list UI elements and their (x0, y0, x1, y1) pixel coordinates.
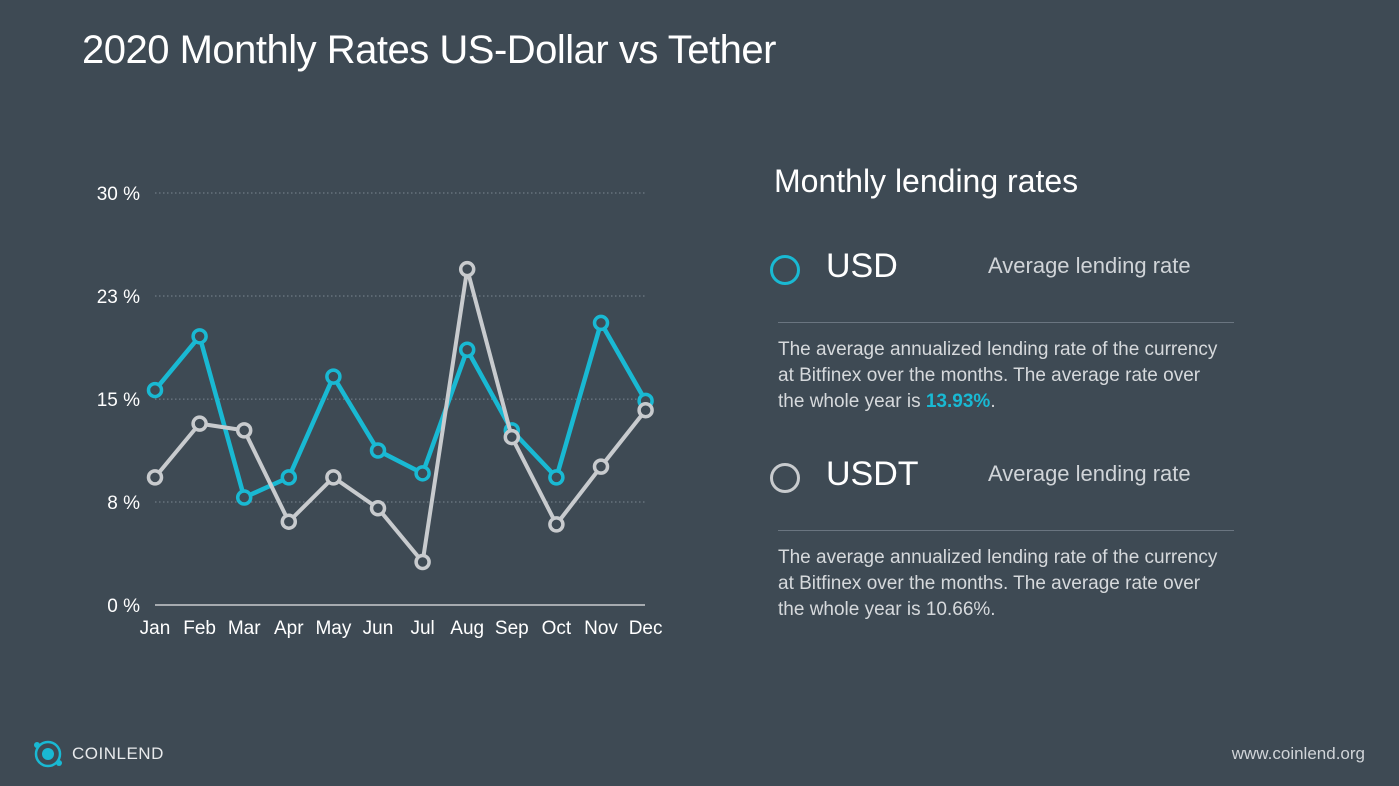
line-chart: 0 % 8 % 15 % 23 % 30 % Jan Feb Mar Apr May Jun Jul A… (97, 184, 663, 639)
data-point-usd (414, 465, 431, 482)
y-tick-label: 0 % (107, 596, 140, 617)
data-point-usdt (414, 553, 431, 571)
usdt-description: The average annualized lending rate of t… (778, 547, 1218, 620)
x-tick-label: Apr (274, 618, 304, 639)
data-point-usd (325, 368, 342, 385)
data-point-usd (280, 469, 298, 486)
x-tick-label: Dec (629, 618, 663, 639)
legend-usdt: USDT Average lending rate (770, 455, 1240, 513)
usd-label: USD (826, 247, 898, 285)
legend-usd: USD Average lending rate (770, 247, 1240, 305)
x-tick-label: Jan (140, 618, 171, 639)
x-tick-label: Jul (410, 618, 434, 639)
brand-name: COINLEND (72, 744, 164, 763)
data-point-usd (458, 341, 476, 359)
usdt-subtitle: Average lending rate (988, 461, 1191, 486)
data-point-usdt (235, 422, 253, 439)
data-point-usdt (592, 458, 610, 475)
data-point-usd (592, 314, 610, 332)
x-tick-label: Mar (228, 618, 261, 639)
data-point-usdt (548, 516, 565, 533)
website-link[interactable]: www.coinlend.org (1231, 744, 1365, 763)
usd-subtitle: Average lending rate (988, 253, 1191, 278)
data-point-usdt (280, 513, 298, 530)
usd-average-value: 13.93% (925, 391, 991, 412)
x-tick-label: Aug (450, 618, 484, 639)
y-tick-label: 30 % (97, 184, 140, 205)
data-point-usdt (637, 401, 654, 419)
usdt-divider (778, 530, 1234, 531)
data-point-usdt (503, 428, 521, 446)
data-point-usdt (369, 500, 387, 517)
x-tick-label: Jun (363, 618, 394, 639)
data-point-usdt (458, 260, 476, 278)
data-point-usd (146, 381, 164, 399)
data-point-usd (369, 442, 387, 459)
data-point-usdt (146, 469, 164, 486)
data-point-usd (235, 489, 253, 506)
coinlend-logo-icon (34, 740, 62, 768)
data-point-usdt (191, 415, 208, 432)
usd-desc-suffix: . (990, 391, 996, 412)
x-tick-label: Oct (542, 618, 572, 639)
usd-divider (778, 322, 1234, 323)
x-tick-label: Nov (584, 618, 618, 639)
data-point-usd (548, 469, 565, 486)
usdt-circle-icon (770, 463, 800, 493)
y-tick-label: 8 % (107, 493, 140, 514)
y-tick-label: 23 % (97, 287, 140, 308)
y-tick-label: 15 % (97, 390, 140, 411)
data-point-usdt (325, 469, 342, 486)
x-tick-label: Feb (183, 618, 216, 639)
usdt-label: USDT (826, 455, 919, 493)
usd-desc-text: The average annualized lending rate of t… (778, 339, 1218, 412)
series-line-usd (152, 320, 648, 500)
usd-description: The average annualized lending rate of t… (778, 337, 1228, 415)
chart-title: 2020 Monthly Rates US-Dollar vs Tether (82, 28, 776, 72)
x-tick-label: May (315, 618, 351, 639)
x-tick-label: Sep (495, 618, 529, 639)
usd-circle-icon (770, 255, 800, 285)
data-point-usd (191, 328, 208, 345)
panel-heading: Monthly lending rates (774, 163, 1079, 199)
